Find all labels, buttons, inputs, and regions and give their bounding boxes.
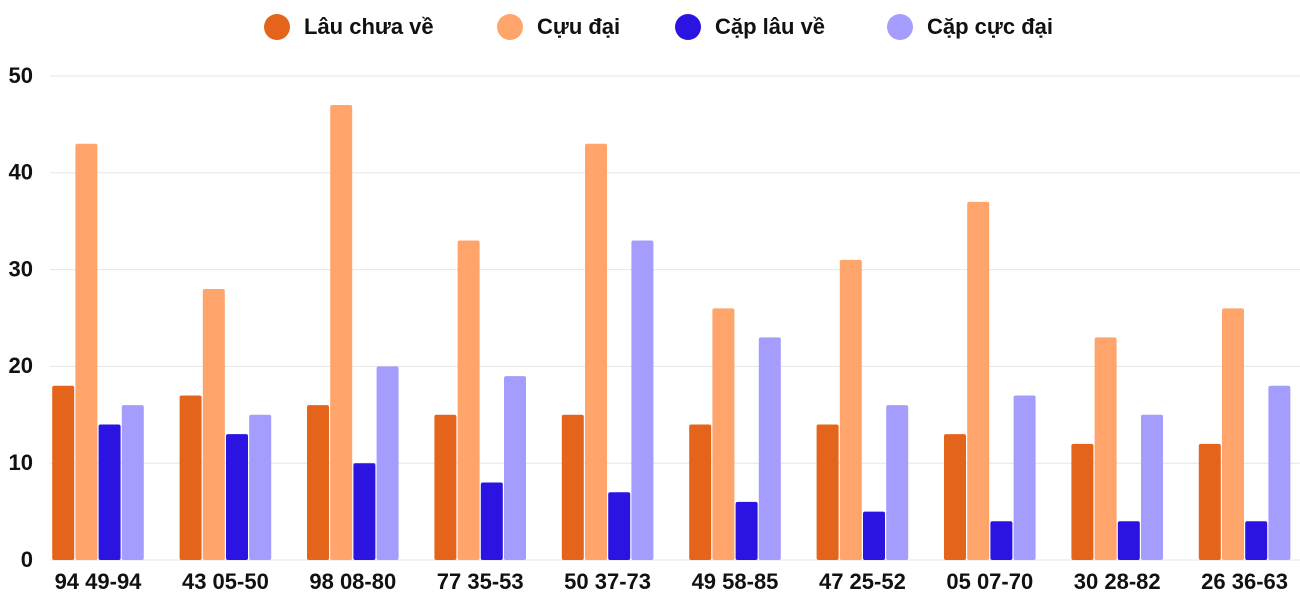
legend-label: Cựu đại [537, 14, 620, 39]
legend-marker [264, 14, 290, 40]
x-tick-label: 43 05-50 [182, 569, 269, 594]
bar [585, 143, 607, 560]
bar [1198, 443, 1221, 560]
bar [52, 385, 75, 560]
bar [504, 376, 526, 560]
legend-label: Lâu chưa về [304, 14, 434, 39]
bar [816, 424, 839, 560]
bar [1117, 521, 1140, 560]
y-tick-label: 20 [9, 353, 33, 378]
bar [990, 521, 1013, 560]
bar [1094, 337, 1117, 560]
bar [944, 434, 966, 560]
bar [226, 434, 248, 560]
bar [179, 395, 202, 560]
bar [839, 259, 862, 560]
bar [967, 201, 990, 560]
x-tick-label: 30 28-82 [1074, 569, 1161, 594]
bar [886, 405, 909, 560]
bar [631, 240, 654, 560]
bar [480, 482, 503, 560]
bar [121, 405, 144, 560]
y-tick-label: 30 [9, 256, 33, 281]
y-tick-label: 0 [21, 547, 33, 572]
bar [1141, 414, 1163, 560]
legend-marker [675, 14, 701, 40]
bar [758, 337, 781, 560]
bar [561, 414, 584, 560]
x-tick-label: 50 37-73 [564, 569, 651, 594]
bar [457, 240, 480, 560]
y-tick-label: 50 [9, 63, 33, 88]
bar [98, 424, 121, 560]
bar [376, 366, 399, 560]
y-tick-label: 10 [9, 450, 33, 475]
bar [1222, 308, 1244, 560]
bar [689, 424, 712, 560]
y-tick-label: 40 [9, 160, 33, 185]
x-tick-label: 26 36-63 [1201, 569, 1288, 594]
bar [735, 501, 758, 560]
bar [434, 414, 457, 560]
bar [307, 405, 329, 560]
bar [1071, 443, 1094, 560]
x-tick-label: 47 25-52 [819, 569, 906, 594]
x-tick-label: 77 35-53 [437, 569, 524, 594]
bar [1245, 521, 1268, 560]
bar [202, 288, 225, 560]
bar [249, 414, 272, 560]
bar [330, 105, 353, 560]
bar [353, 463, 376, 560]
bar [608, 492, 631, 560]
x-tick-label: 05 07-70 [946, 569, 1033, 594]
legend-label: Cặp cực đại [927, 14, 1053, 39]
legend-label: Cặp lâu về [715, 14, 825, 39]
bar [1013, 395, 1036, 560]
bar [75, 143, 98, 560]
bar [1268, 385, 1291, 560]
x-tick-label: 94 49-94 [55, 569, 143, 594]
bar [863, 511, 885, 560]
legend-marker [497, 14, 523, 40]
legend-marker [887, 14, 913, 40]
bar [712, 308, 735, 560]
x-tick-label: 49 58-85 [692, 569, 779, 594]
x-tick-label: 98 08-80 [309, 569, 396, 594]
